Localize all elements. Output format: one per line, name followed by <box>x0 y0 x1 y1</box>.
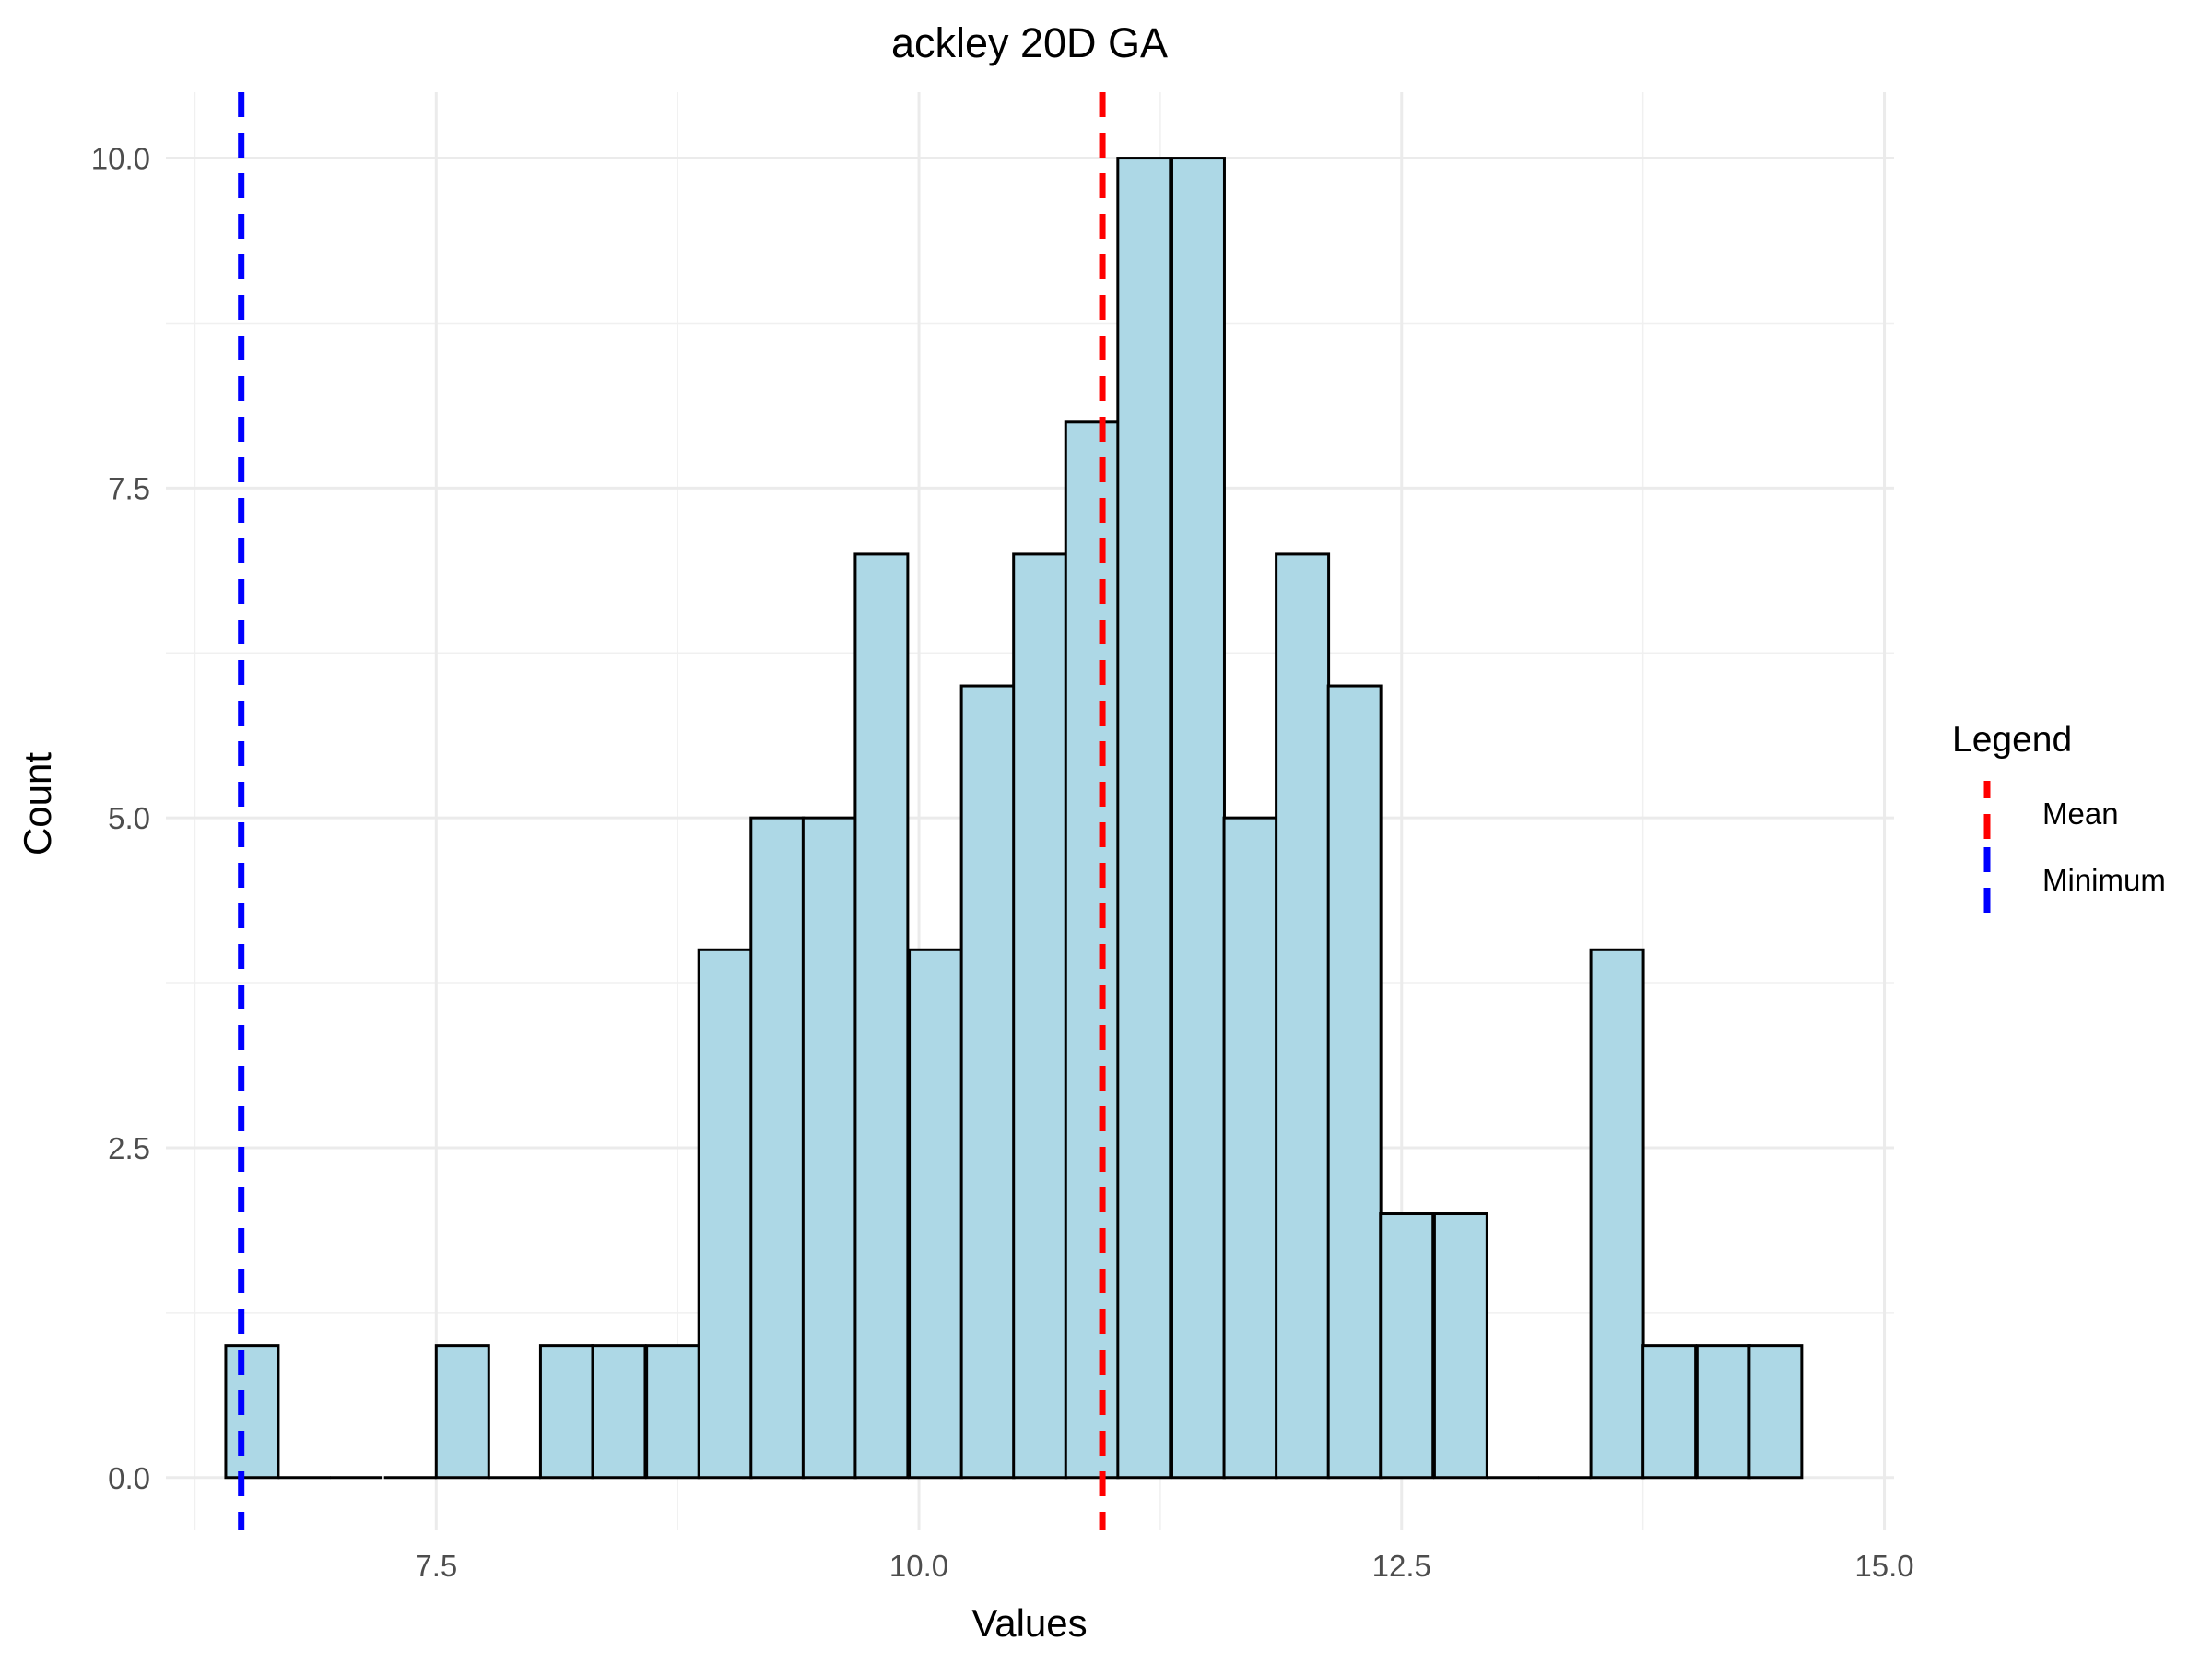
histogram-bar <box>1695 1344 1751 1480</box>
histogram-bar <box>1170 157 1226 1480</box>
y-tick-label: 2.5 <box>108 1131 150 1165</box>
x-tick-label: 7.5 <box>415 1549 457 1583</box>
histogram-bar <box>1222 816 1278 1480</box>
histogram-bar <box>853 552 910 1480</box>
y-tick-label: 7.5 <box>108 471 150 505</box>
histogram-bar <box>645 1344 701 1480</box>
chart-title: ackley 20D GA <box>891 19 1168 66</box>
histogram-bar <box>1116 157 1172 1480</box>
reference-lines <box>238 92 1106 1530</box>
x-axis-title: Values <box>971 1601 1087 1645</box>
histogram-bar <box>908 948 964 1480</box>
legend-label-mean: Mean <box>2042 797 2119 831</box>
histogram-bar <box>1589 948 1645 1480</box>
x-tick-label: 15.0 <box>1854 1549 1913 1583</box>
y-tick-label: 10.0 <box>91 142 150 176</box>
y-axis: 0.0 2.5 5.0 7.5 10.0 <box>91 142 150 1495</box>
y-tick-label: 5.0 <box>108 801 150 835</box>
legend-label-minimum: Minimum <box>2042 863 2166 897</box>
histogram-bar <box>434 1344 490 1480</box>
histogram-bar <box>1432 1212 1488 1480</box>
histogram-bar <box>224 1344 280 1480</box>
histogram-bar <box>959 684 1016 1480</box>
legend: Legend Mean Minimum <box>1952 720 2166 914</box>
legend-title: Legend <box>1952 720 2072 760</box>
histogram-bars <box>224 157 1804 1480</box>
x-tick-label: 10.0 <box>889 1549 948 1583</box>
x-axis: 7.5 10.0 12.5 15.0 <box>415 1549 1913 1583</box>
histogram-bar <box>697 948 753 1480</box>
histogram-bar <box>1326 684 1382 1480</box>
histogram-bar <box>591 1344 647 1480</box>
histogram-bar <box>1747 1344 1804 1480</box>
histogram-bar <box>1641 1344 1698 1480</box>
y-axis-title: Count <box>16 752 59 856</box>
x-tick-label: 12.5 <box>1372 1549 1431 1583</box>
histogram-bar <box>1275 552 1331 1480</box>
histogram-bar <box>1379 1212 1435 1480</box>
histogram-bar <box>1064 420 1120 1480</box>
histogram-bar <box>801 816 857 1480</box>
histogram-bar <box>749 816 806 1480</box>
y-tick-label: 0.0 <box>108 1461 150 1495</box>
histogram-bar <box>538 1344 594 1480</box>
histogram-bar <box>1012 552 1068 1480</box>
